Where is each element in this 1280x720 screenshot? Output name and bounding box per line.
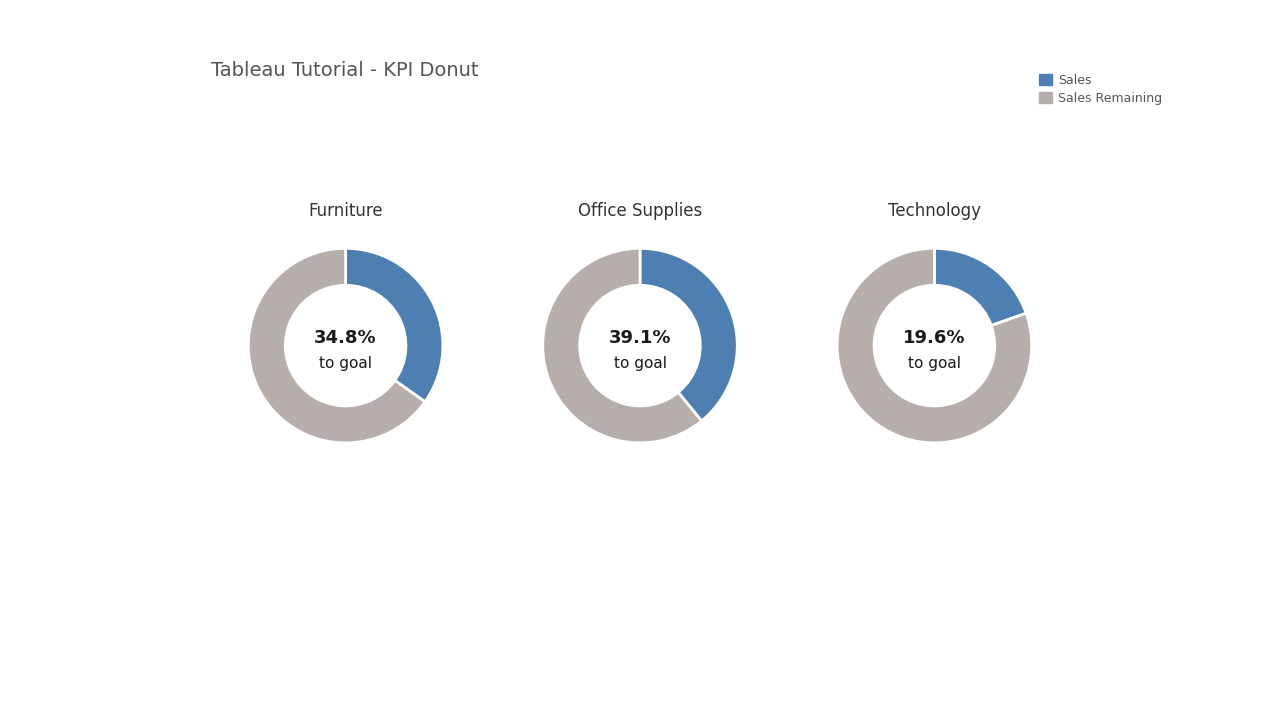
Wedge shape	[837, 248, 1032, 443]
Wedge shape	[248, 248, 425, 443]
Text: 34.8%: 34.8%	[315, 329, 376, 347]
Wedge shape	[640, 248, 737, 421]
Text: to goal: to goal	[908, 356, 961, 371]
Text: 39.1%: 39.1%	[609, 329, 671, 347]
Wedge shape	[543, 248, 701, 443]
Wedge shape	[346, 248, 443, 402]
Text: to goal: to goal	[613, 356, 667, 371]
Text: Tableau Tutorial - KPI Donut: Tableau Tutorial - KPI Donut	[211, 61, 479, 80]
Text: to goal: to goal	[319, 356, 372, 371]
Title: Furniture: Furniture	[308, 202, 383, 220]
Wedge shape	[934, 248, 1027, 325]
Text: 19.6%: 19.6%	[904, 329, 965, 347]
Title: Technology: Technology	[888, 202, 980, 220]
Legend: Sales, Sales Remaining: Sales, Sales Remaining	[1037, 71, 1165, 107]
Title: Office Supplies: Office Supplies	[577, 202, 703, 220]
